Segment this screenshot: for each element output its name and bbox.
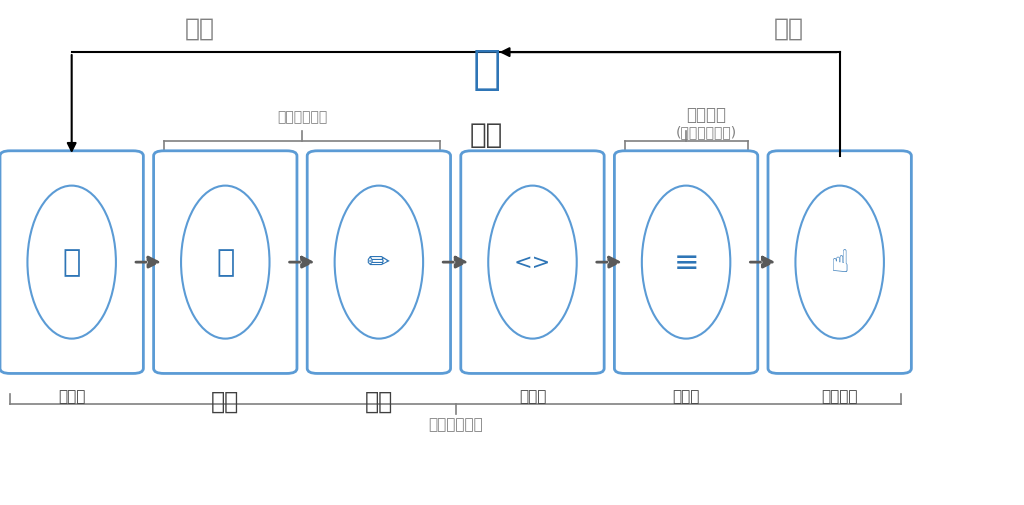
FancyBboxPatch shape xyxy=(614,152,758,374)
FancyBboxPatch shape xyxy=(0,152,143,374)
Text: 処理時間: 処理時間 xyxy=(686,106,727,124)
Text: 顧客: 顧客 xyxy=(470,121,503,149)
Text: リードタイム: リードタイム xyxy=(428,417,483,432)
Text: 💡: 💡 xyxy=(62,248,81,277)
Ellipse shape xyxy=(181,186,269,339)
Text: デプロイ: デプロイ xyxy=(821,389,858,404)
Ellipse shape xyxy=(642,186,730,339)
FancyBboxPatch shape xyxy=(768,152,911,374)
Text: (サイクル時間): (サイクル時間) xyxy=(676,125,737,139)
Text: 配送: 配送 xyxy=(773,17,804,40)
FancyBboxPatch shape xyxy=(461,152,604,374)
Text: コード: コード xyxy=(519,389,546,404)
FancyBboxPatch shape xyxy=(154,152,297,374)
Ellipse shape xyxy=(335,186,423,339)
Text: アイドル時間: アイドル時間 xyxy=(276,110,328,124)
Text: <>: <> xyxy=(514,252,551,273)
Ellipse shape xyxy=(28,186,116,339)
Text: 👥: 👥 xyxy=(472,48,501,93)
Text: ☝: ☝ xyxy=(830,248,849,277)
Text: テスト: テスト xyxy=(673,389,699,404)
Text: 注文: 注文 xyxy=(184,17,215,40)
Text: ≡: ≡ xyxy=(674,248,698,277)
FancyBboxPatch shape xyxy=(307,152,451,374)
Ellipse shape xyxy=(488,186,577,339)
Text: ニーズ: ニーズ xyxy=(58,389,85,404)
Text: 📄: 📄 xyxy=(216,248,234,277)
Text: ✏️: ✏️ xyxy=(368,248,390,277)
Text: 要件: 要件 xyxy=(211,389,240,413)
Text: 設計: 設計 xyxy=(365,389,393,413)
Ellipse shape xyxy=(796,186,884,339)
